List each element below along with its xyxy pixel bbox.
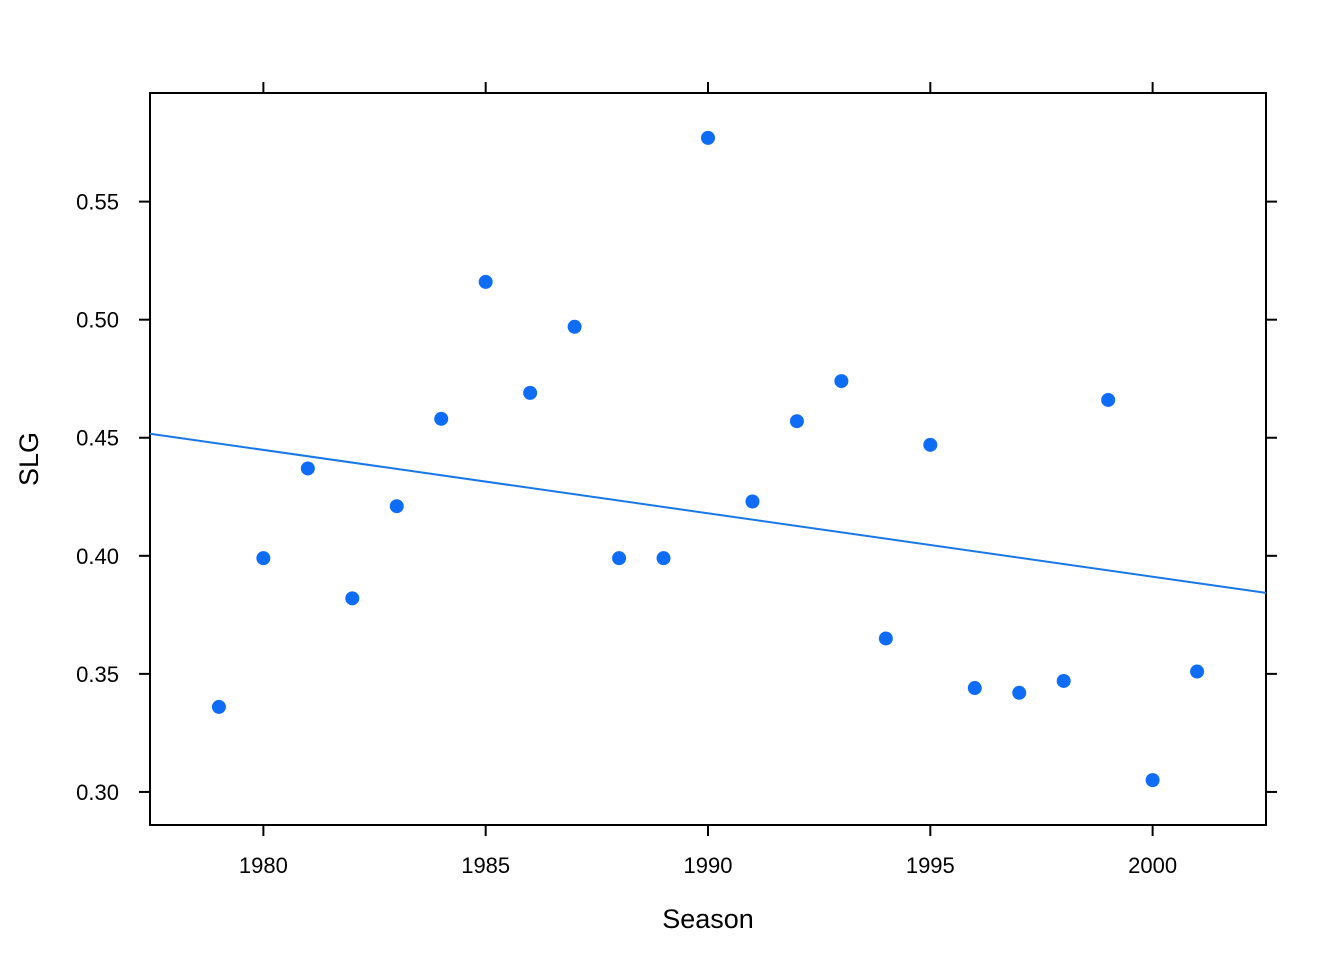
- data-point: [1012, 685, 1027, 700]
- plot-frame: [149, 92, 1267, 826]
- data-point: [1145, 773, 1160, 788]
- y-tick-label: 0.30: [76, 780, 119, 805]
- x-axis-title: Season: [662, 904, 754, 934]
- data-point: [878, 631, 893, 646]
- data-point: [567, 319, 582, 334]
- data-point: [1101, 392, 1116, 407]
- data-point: [478, 274, 493, 289]
- x-tick-label: 2000: [1128, 853, 1177, 878]
- regression-line-layer: [149, 432, 1267, 594]
- data-points: [211, 130, 1205, 788]
- x-tick-label: 1995: [906, 853, 955, 878]
- y-tick-label: 0.35: [76, 662, 119, 687]
- y-tick-label: 0.55: [76, 190, 119, 215]
- x-tick-label: 1985: [461, 853, 510, 878]
- data-point: [612, 551, 627, 566]
- data-point: [967, 681, 982, 696]
- regression-line: [149, 432, 1267, 594]
- x-tick-label: 1980: [239, 853, 288, 878]
- data-point: [211, 699, 226, 714]
- data-point: [745, 494, 760, 509]
- data-point: [300, 461, 315, 476]
- y-tick-label: 0.50: [76, 308, 119, 333]
- y-tick-label: 0.45: [76, 426, 119, 451]
- data-point: [434, 411, 449, 426]
- data-point: [1190, 664, 1205, 679]
- axis-tick-labels: 1980 1985 1990 1995 2000 0.30 0.35 0.40 0.45 0.50…: [76, 190, 1177, 878]
- data-point: [523, 385, 538, 400]
- data-point: [1056, 673, 1071, 688]
- axis-ticks: [139, 82, 1277, 836]
- data-point: [256, 551, 271, 566]
- data-point: [701, 130, 715, 145]
- data-point: [923, 437, 938, 452]
- data-point: [656, 551, 671, 566]
- data-point: [789, 414, 804, 429]
- data-point: [345, 591, 360, 606]
- data-point: [834, 374, 849, 389]
- y-tick-label: 0.40: [76, 544, 119, 569]
- data-point: [389, 499, 404, 514]
- y-axis-title: SLG: [14, 432, 44, 486]
- x-tick-label: 1990: [684, 853, 733, 878]
